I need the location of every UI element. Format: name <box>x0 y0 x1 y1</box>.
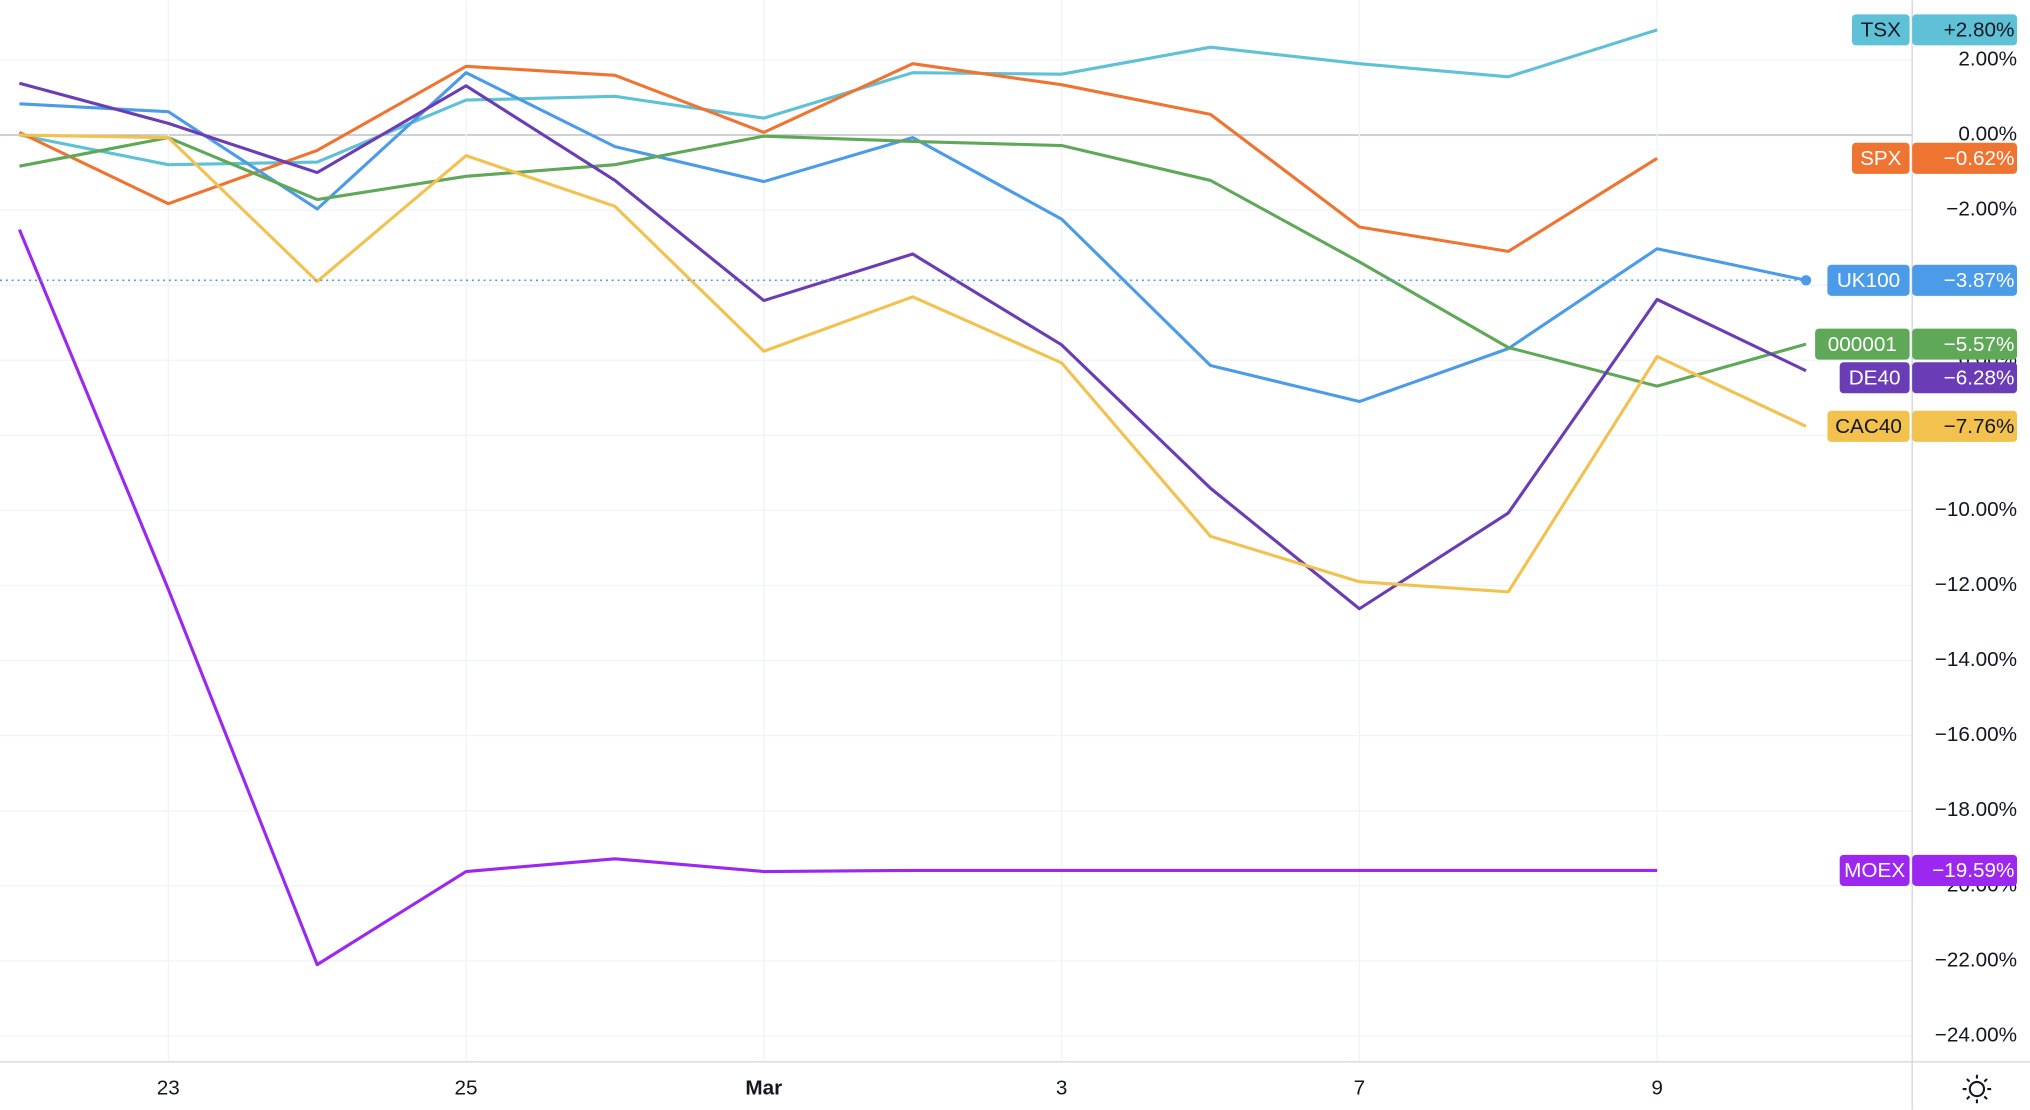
badge-name: CAC40 <box>1835 415 1902 438</box>
badge-name: DE40 <box>1849 367 1901 390</box>
badge: DE40 −6.28% <box>1839 362 2018 394</box>
badge-name-bg <box>1827 410 1910 442</box>
badge-value: −7.76% <box>1944 415 2015 438</box>
badge-value-bg <box>1912 410 2018 442</box>
settings-button[interactable] <box>1962 1074 1992 1104</box>
badge-name-bg <box>1839 854 1910 886</box>
badge-value-bg <box>1912 142 2018 174</box>
badge-name-bg <box>1815 328 1910 360</box>
series-line <box>19 81 1807 611</box>
badge-value-bg <box>1912 14 2018 46</box>
y-tick-label: −10.00% <box>1935 498 2017 521</box>
badge-value-bg <box>1912 362 2018 394</box>
y-tick-label: 0.00% <box>1958 122 2017 145</box>
badge-name-bg <box>1839 362 1910 394</box>
series-line <box>19 134 1807 388</box>
series-badges: TSX +2.80% SPX −0.62% UK100 −3.87% 000001 −5.57… <box>1815 14 2018 886</box>
badge: UK100 −3.87% <box>1827 264 2018 296</box>
series-line <box>19 133 1807 594</box>
badge: MOEX −19.59% <box>1839 854 2018 886</box>
series-line <box>17 229 1658 967</box>
x-tick-label: 25 <box>455 1077 478 1100</box>
x-tick-label: 3 <box>1056 1077 1068 1100</box>
y-tick-label: −24.00% <box>1935 1023 2017 1046</box>
badge-name-bg <box>1851 142 1910 174</box>
x-tick-label: Mar <box>745 1077 782 1100</box>
grid <box>0 0 1913 1062</box>
badge-value: −5.57% <box>1944 333 2015 356</box>
badge-value-bg <box>1912 328 2018 360</box>
y-tick-label: −2.00% <box>1946 198 2017 221</box>
x-tick-label: 9 <box>1651 1077 1663 1100</box>
badge-name-bg <box>1851 14 1910 46</box>
badge-name: MOEX <box>1844 859 1905 882</box>
badge-name: 000001 <box>1828 333 1897 356</box>
badge-value: −3.87% <box>1944 269 2015 292</box>
badge-value: −6.28% <box>1944 367 2015 390</box>
x-tick-label: 23 <box>157 1077 180 1100</box>
y-tick-label: −14.00% <box>1935 648 2017 671</box>
badge: TSX +2.80% <box>1851 14 2018 46</box>
series-line <box>19 28 1658 167</box>
y-tick-label: −12.00% <box>1935 573 2017 596</box>
badge-name: TSX <box>1861 19 1901 42</box>
x-tick-label: 7 <box>1354 1077 1366 1100</box>
badge-value-bg <box>1912 854 2018 886</box>
badge-value: −0.62% <box>1944 147 2015 170</box>
y-tick-label: −22.00% <box>1935 948 2017 971</box>
badge-name-bg <box>1827 264 1910 296</box>
badge-name: UK100 <box>1837 269 1900 292</box>
plot-area <box>0 28 1812 967</box>
badge-value: −19.59% <box>1932 859 2014 882</box>
badge-value-bg <box>1912 264 2018 296</box>
y-tick-label: −18.00% <box>1935 798 2017 821</box>
series-line <box>18 62 1658 253</box>
badge-name: SPX <box>1860 147 1902 170</box>
badge: 000001 −5.57% <box>1815 328 2018 360</box>
y-tick-label: 2.00% <box>1958 47 2017 70</box>
badge: CAC40 −7.76% <box>1827 410 2018 442</box>
badge: SPX −0.62% <box>1851 142 2018 174</box>
badge-value: +2.80% <box>1944 19 2015 42</box>
last-value-dot <box>1800 275 1812 286</box>
y-tick-label: −16.00% <box>1935 723 2017 746</box>
